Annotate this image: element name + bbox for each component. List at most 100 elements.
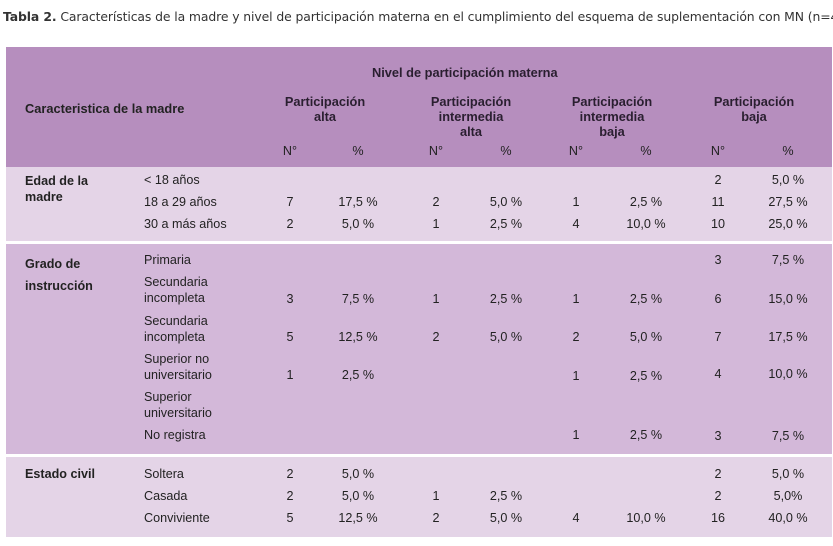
cell-n: 4 [572, 217, 580, 231]
header-n: N° [710, 144, 726, 158]
cell-pct: 10,0 % [768, 367, 808, 381]
cell-pct: 2,5 % [489, 489, 523, 503]
row-category: Superior universitario [144, 390, 212, 420]
cell-pct: 27,5 % [768, 195, 808, 209]
row-header-title: Caracteristica de la madre [25, 101, 185, 116]
cell-n: 2 [714, 489, 722, 503]
cell-n: 2 [432, 511, 440, 525]
group-divider [6, 241, 832, 244]
cell-pct: 2,5 % [629, 369, 663, 383]
cell-n: 3 [714, 253, 722, 267]
cell-pct: 5,0% [773, 489, 803, 503]
cell-pct: 12,5 % [338, 330, 378, 344]
header-pct: % [640, 144, 652, 158]
cell-n: 2 [714, 173, 722, 187]
cell-pct: 25,0 % [768, 217, 808, 231]
cell-n: 2 [286, 217, 294, 231]
cell-pct: 5,0 % [341, 467, 375, 481]
group-label: Edad de la madre [25, 174, 88, 204]
cell-n: 1 [572, 428, 580, 442]
header-pct: % [352, 144, 364, 158]
header-n: N° [282, 144, 298, 158]
cell-pct: 7,5 % [771, 429, 805, 443]
row-category: 30 a más años [144, 217, 227, 231]
cell-pct: 2,5 % [629, 428, 663, 442]
group-label: Estado civil [25, 467, 95, 481]
row-category: Secundaria incompleta [144, 314, 208, 344]
cell-pct: 5,0 % [629, 330, 663, 344]
table-caption: Tabla 2. Características de la madre y n… [3, 9, 833, 24]
cell-pct: 40,0 % [768, 511, 808, 525]
row-category: Secundaria incompleta [144, 275, 208, 305]
row-category: < 18 años [144, 173, 200, 187]
cell-n: 5 [286, 511, 294, 525]
cell-n: 1 [432, 292, 440, 306]
cell-pct: 5,0 % [489, 195, 523, 209]
header-n: N° [568, 144, 584, 158]
cell-n: 11 [711, 195, 725, 209]
column-group-title: Nivel de participación materna [372, 65, 558, 80]
cell-pct: 2,5 % [489, 217, 523, 231]
group-label: Grado de instrucción [25, 257, 93, 293]
cell-n: 10 [710, 217, 725, 231]
cell-pct: 2,5 % [629, 195, 663, 209]
cell-pct: 5,0 % [489, 330, 523, 344]
cell-n: 2 [432, 330, 440, 344]
cell-pct: 2,5 % [489, 292, 523, 306]
cell-n: 1 [572, 369, 580, 383]
cell-n: 2 [714, 467, 722, 481]
row-category: No registra [144, 428, 206, 442]
caption-label: Tabla 2. [3, 9, 57, 24]
group-divider [6, 454, 832, 457]
column-header-alta: Participación alta [284, 94, 366, 124]
cell-pct: 12,5 % [338, 511, 378, 525]
data-table: Nivel de participación materna Caracteri… [6, 47, 832, 537]
cell-pct: 5,0 % [771, 467, 805, 481]
cell-pct: 5,0 % [771, 173, 805, 187]
cell-pct: 5,0 % [489, 511, 523, 525]
cell-pct: 2,5 % [629, 292, 663, 306]
cell-n: 7 [286, 195, 294, 209]
cell-n: 1 [572, 195, 580, 209]
header-pct: % [782, 144, 794, 158]
row-category: Superior no universitario [144, 352, 212, 382]
group-band-estado-civil [6, 456, 832, 537]
cell-pct: 15,0 % [768, 292, 808, 306]
cell-n: 1 [572, 292, 580, 306]
header-pct: % [500, 144, 512, 158]
cell-n: 2 [286, 467, 294, 481]
cell-n: 3 [714, 429, 722, 443]
caption-text: Características de la madre y nivel de p… [56, 9, 833, 24]
cell-n: 2 [432, 195, 440, 209]
cell-n: 2 [286, 489, 294, 503]
group-band-instruccion [6, 243, 832, 456]
cell-n: 4 [572, 511, 580, 525]
cell-n: 1 [432, 489, 440, 503]
row-category: Soltera [144, 467, 184, 481]
cell-n: 16 [710, 511, 725, 525]
header-n: N° [428, 144, 444, 158]
cell-n: 5 [286, 330, 294, 344]
cell-n: 2 [572, 330, 580, 344]
cell-pct: 5,0 % [341, 489, 375, 503]
cell-n: 7 [714, 330, 722, 344]
cell-pct: 10,0 % [626, 217, 666, 231]
cell-n: 6 [714, 292, 722, 306]
cell-pct: 2,5 % [341, 368, 375, 382]
row-category: Primaria [144, 253, 191, 267]
group-band-edad [6, 167, 832, 243]
column-header-intermedia-baja: Participación intermedia baja [571, 94, 653, 139]
column-header-intermedia-alta: Participación intermedia alta [430, 94, 512, 139]
cell-pct: 7,5 % [341, 292, 375, 306]
cell-pct: 17,5 % [768, 330, 808, 344]
cell-pct: 7,5 % [771, 253, 805, 267]
cell-n: 4 [714, 367, 722, 381]
cell-n: 3 [286, 292, 294, 306]
cell-pct: 10,0 % [626, 511, 666, 525]
row-category: Casada [144, 489, 188, 503]
column-header-baja: Participación baja [713, 94, 795, 124]
row-category: Conviviente [144, 511, 210, 525]
table-header [6, 47, 832, 167]
row-category: 18 a 29 años [144, 195, 217, 209]
cell-n: 1 [286, 368, 294, 382]
